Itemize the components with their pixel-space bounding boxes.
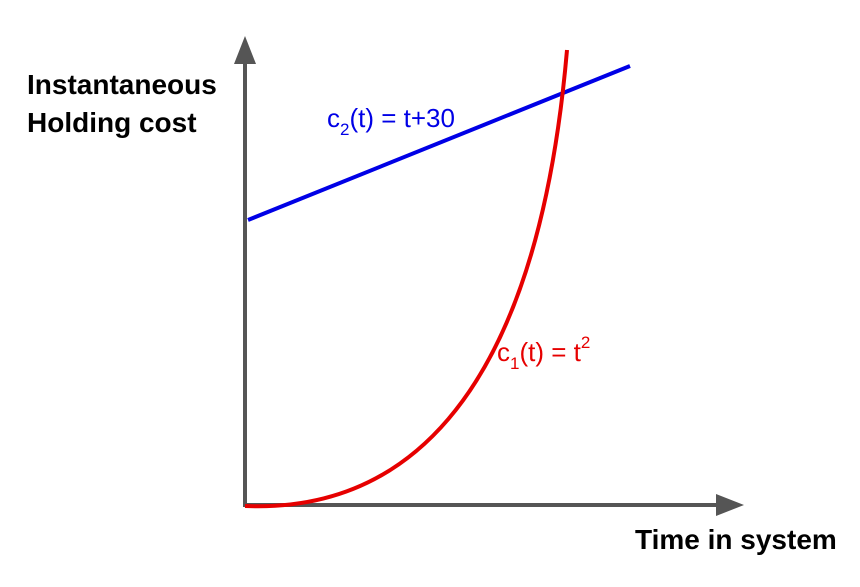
quadratic-cost-curve: [244, 49, 569, 509]
label-subscript: 2: [340, 120, 349, 139]
label-subscript: 1: [510, 354, 519, 373]
label-base: c: [327, 103, 340, 133]
x-axis-arrow: [716, 494, 744, 516]
linear-cost-line: [247, 64, 631, 222]
curve-label: c2(t) = t+30: [327, 103, 455, 139]
y-axis-arrow: [234, 36, 256, 64]
label-base: c: [497, 337, 510, 367]
curve-label: c1(t) = t2: [497, 333, 590, 373]
y-axis-title: Instantaneous: [27, 69, 217, 100]
label-text: (t) = t: [519, 337, 581, 367]
label-superscript: 2: [581, 333, 590, 352]
label-text: (t) = t+30: [349, 103, 455, 133]
x-axis-title: Time in system: [635, 524, 837, 555]
y-axis-title: Holding cost: [27, 107, 197, 138]
